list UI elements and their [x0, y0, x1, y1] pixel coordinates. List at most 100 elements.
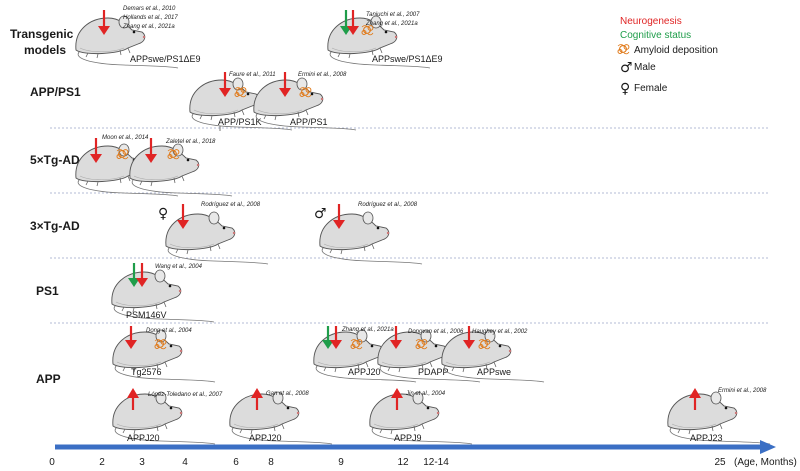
citation: Faure et al., 2011: [229, 72, 276, 78]
model-label: Tg2576: [131, 367, 162, 377]
citation: López-Toledano et al., 2007: [148, 392, 223, 398]
entry-appj23: Ermini et al., 2008 APPJ23: [667, 388, 771, 445]
row-label-transgenic-line1: Transgenic: [10, 27, 74, 41]
legend-amyloid: Amyloid deposition: [634, 45, 718, 56]
neurogenesis-down-arrow-head: [330, 340, 342, 349]
citation: Zhang et al., 2021a: [341, 327, 394, 333]
model-label: APPswe/PS1ΔE9: [372, 54, 443, 64]
entry-3xtg-female: ♀ Rodríguez et al., 2008: [158, 202, 269, 265]
axis-tick-label-3: 3: [139, 457, 145, 468]
neurogenesis-down-arrow-head: [219, 88, 231, 97]
citation: Wang et al., 2004: [155, 264, 203, 270]
neurogenesis-up-arrow-head: [689, 388, 701, 398]
axis-tick-label-9: 9: [338, 457, 344, 468]
neurogenesis-down-arrow-head: [136, 278, 148, 287]
axis-arrowhead: [760, 440, 776, 454]
citation: Zaletel et al., 2018: [165, 139, 216, 145]
male-icon: ♂: [620, 60, 633, 76]
female-icon: ♀: [620, 81, 630, 97]
entry-5xtg-early: Moon et al., 2014: [75, 135, 179, 197]
neurogenesis-down-arrow-head: [125, 340, 137, 349]
citation: Taniuchi et al., 2007: [366, 12, 420, 18]
male-icon: ♂: [314, 206, 327, 222]
row-label-transgenic-line2: models: [24, 43, 66, 57]
citation: Zhang et al., 2021a: [365, 21, 418, 27]
model-label: APPJ20: [249, 433, 282, 443]
citation: Moon et al., 2014: [102, 135, 149, 141]
neurogenesis-down-arrow-head: [347, 26, 359, 35]
citation: Zhang et al., 2021a: [122, 24, 175, 30]
age-axis: 0 2 3 4 6 8 9 12 12-14 25 (Age, Months): [49, 440, 797, 468]
entry-tg2576: Dong et al., 2004 Tg2576: [112, 326, 216, 383]
entry-appswe-ps1de9-late: Taniuchi et al., 2007 Zhang et al., 2021…: [327, 10, 443, 69]
legend-male: Male: [634, 62, 656, 73]
entry-appj9: Jin et al., 2004 APPJ9: [369, 388, 473, 445]
mouse-icon: [319, 211, 423, 265]
legend-neurogenesis: Neurogenesis: [620, 16, 682, 27]
entry-appj20-upper: Zhang et al., 2021a APPJ20: [313, 326, 417, 383]
citation: Ermini et al., 2008: [298, 72, 347, 78]
model-label: APP/PS1: [290, 117, 328, 127]
model-label: PDAPP: [418, 367, 449, 377]
neurogenesis-down-arrow-head: [177, 220, 189, 229]
entry-app-ps1: Ermini et al., 2008 APP/PS1: [253, 72, 357, 131]
row-label-ps1: PS1: [36, 284, 59, 298]
model-label: APPJ23: [690, 433, 723, 443]
row-label-app: APP: [36, 372, 61, 386]
cognitive-down-arrow-head: [128, 278, 140, 287]
citation: Hollands et al., 2017: [123, 15, 178, 21]
citation: Gan et al., 2008: [266, 391, 309, 397]
entry-appswe-ps1de9-early: Demars et al., 2010 Hollands et al., 201…: [75, 6, 201, 69]
legend: Neurogenesis Cognitive status Amyloid de…: [617, 16, 718, 97]
neurogenesis-up-arrow-head: [251, 388, 263, 398]
neurogenesis-down-arrow-head: [145, 154, 157, 163]
mouse-icon: [165, 211, 269, 265]
entry-pdapp: Donovan et al., 2006 PDAPP: [377, 326, 481, 383]
citation: Ermini et al., 2008: [718, 388, 767, 394]
female-icon: ♀: [158, 206, 168, 222]
axis-tick-label-0: 0: [49, 457, 55, 468]
axis-unit-label: (Age, Months): [734, 457, 797, 468]
citation: Rodríguez et al., 2008: [358, 202, 418, 208]
cognitive-down-arrow-head: [322, 340, 334, 349]
entry-appj20-gan: Gan et al., 2008 APPJ20: [229, 388, 333, 445]
entry-psm146v: Wang et al., 2004 PSM146V: [111, 263, 215, 323]
axis-tick-labels: 0 2 3 4 6 8 9 12 12-14 25: [49, 457, 726, 468]
entry-appj20-lopez: López-Toledano et al., 2007 APPJ20: [112, 388, 223, 445]
neurogenesis-down-arrow-head: [98, 26, 110, 35]
legend-cognitive: Cognitive status: [620, 30, 691, 41]
legend-female: Female: [634, 83, 668, 94]
entry-app-ps1k: Faure et al., 2011 APP/PS1K: [189, 72, 293, 131]
citation: Dong et al., 2004: [146, 328, 192, 334]
axis-tick-label-12: 12: [397, 457, 409, 468]
neurogenesis-up-arrow-head: [391, 388, 403, 398]
citation: Jin et al., 2004: [405, 391, 446, 397]
legend-amyloid-icon: [617, 43, 630, 55]
axis-tick-label-8: 8: [268, 457, 274, 468]
neurogenesis-down-arrow-head: [390, 340, 402, 349]
row-label-5xtg: 5×Tg-AD: [30, 153, 80, 167]
citation: Haughey et al., 2002: [472, 329, 528, 335]
entry-5xtg-late: Zaletel et al., 2018: [129, 138, 233, 197]
neurogenesis-up-arrow-head: [127, 388, 139, 398]
citation: Demars et al., 2010: [123, 6, 176, 12]
model-label: APPJ20: [348, 367, 381, 377]
neurogenesis-down-arrow-head: [279, 88, 291, 97]
neurogenesis-down-arrow-head: [90, 154, 102, 163]
model-label: APPswe: [477, 367, 511, 377]
axis-tick-label-12-14: 12-14: [423, 457, 449, 468]
row-label-app-ps1: APP/PS1: [30, 85, 81, 99]
citation: Donovan et al., 2006: [408, 329, 464, 335]
model-label: APPJ20: [127, 433, 160, 443]
neurogenesis-down-arrow-head: [333, 220, 345, 229]
model-label: PSM146V: [126, 310, 167, 320]
model-label: APPJ9: [394, 433, 422, 443]
axis-tick-label-25: 25: [714, 457, 726, 468]
entry-3xtg-male: ♂ Rodríguez et al., 2008: [314, 202, 423, 265]
model-label: APPswe/PS1ΔE9: [130, 54, 201, 64]
neurogenesis-down-arrow-head: [463, 340, 475, 349]
axis-tick-label-4: 4: [182, 457, 188, 468]
axis-tick-label-6: 6: [233, 457, 239, 468]
row-label-3xtg: 3×Tg-AD: [30, 219, 80, 233]
